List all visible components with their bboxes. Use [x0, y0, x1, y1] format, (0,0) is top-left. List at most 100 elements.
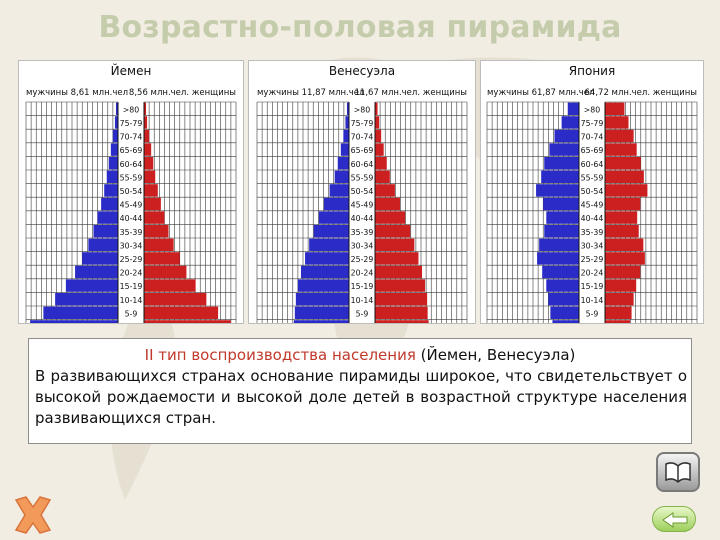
age-label: 65-69 [120, 146, 143, 155]
book-button[interactable] [656, 452, 700, 492]
male-bar [537, 252, 579, 265]
age-label: 60-64 [581, 160, 604, 169]
page-title: Возрастно-половая пирамида [98, 10, 622, 45]
female-bar [375, 279, 426, 292]
age-label: 10-14 [351, 296, 374, 305]
age-label: 25-29 [351, 255, 374, 264]
male-bar [552, 320, 579, 323]
male-bar [313, 225, 349, 238]
age-label: 75-79 [351, 119, 374, 128]
age-label: 5-9 [586, 309, 599, 318]
female-population-label: 8,56 млн.чел. женщины [129, 88, 236, 98]
age-label: 45-49 [351, 201, 374, 210]
age-label: 15-19 [351, 282, 374, 291]
male-bar [293, 320, 349, 323]
female-bar [144, 320, 231, 323]
heading-rest: (Йемен, Венесуэла) [415, 346, 576, 364]
male-bar [337, 157, 349, 170]
male-bar [549, 143, 579, 156]
male-bar [567, 102, 579, 115]
female-bar [605, 306, 632, 319]
male-bar [104, 184, 118, 197]
male-bar [97, 211, 118, 224]
male-bar [82, 252, 118, 265]
male-bar [542, 265, 579, 279]
male-bar [561, 116, 579, 129]
female-bar [144, 184, 158, 197]
male-bar [543, 197, 579, 211]
age-label: 75-79 [581, 119, 604, 128]
male-bar [88, 238, 118, 251]
male-bar [334, 170, 349, 183]
male-bar [536, 184, 579, 197]
age-label: 30-34 [581, 241, 604, 250]
female-bar [375, 197, 401, 211]
female-bar [144, 157, 154, 170]
female-bar [605, 116, 629, 129]
book-icon [665, 462, 691, 484]
female-population-label: 64,72 млн.чел. женщины [585, 88, 697, 98]
age-label: 10-14 [120, 296, 143, 305]
age-label: 60-64 [120, 160, 143, 169]
heading-highlight: II тип воспроизводства населения [144, 346, 416, 364]
age-label: 50-54 [581, 187, 604, 196]
male-bar [297, 279, 349, 292]
female-bar [375, 238, 415, 251]
age-label: 70-74 [351, 133, 374, 142]
female-bar [375, 102, 378, 115]
close-x-icon [14, 496, 52, 534]
age-label: 25-29 [581, 255, 604, 264]
female-bar [605, 238, 644, 251]
female-bar [605, 129, 634, 143]
male-bar [108, 157, 118, 170]
age-label: 45-49 [120, 201, 143, 210]
age-label: >80 [584, 105, 600, 114]
female-bar [605, 279, 637, 292]
female-bar [605, 184, 648, 197]
female-bar [375, 184, 395, 197]
male-bar [541, 170, 579, 183]
description-heading: II тип воспроизводства населения (Йемен,… [29, 345, 691, 366]
male-bar [544, 225, 579, 238]
male-bar [300, 265, 349, 279]
female-population-label: 11,67 млн.чел. женщины [355, 88, 467, 98]
female-bar [375, 225, 411, 238]
back-button[interactable] [652, 506, 696, 532]
age-label: 5-9 [125, 309, 138, 318]
male-bar [295, 293, 349, 306]
female-bar [605, 265, 641, 279]
male-bar [309, 238, 349, 251]
country-name: Венесуэла [329, 64, 395, 78]
description-box: II тип воспроизводства населения (Йемен,… [28, 338, 692, 444]
age-label: 35-39 [351, 228, 374, 237]
description-body: В развивающихся странах основание пирами… [35, 367, 687, 427]
male-bar [550, 306, 579, 319]
male-bar [106, 170, 118, 183]
age-label: 60-64 [351, 160, 374, 169]
age-label: 75-79 [120, 119, 143, 128]
age-label: 40-44 [351, 214, 374, 223]
female-bar [375, 157, 387, 170]
female-bar [375, 116, 380, 129]
male-bar [546, 279, 579, 292]
male-bar [554, 129, 579, 143]
close-button[interactable] [10, 494, 56, 536]
male-bar [323, 197, 349, 211]
male-bar [93, 225, 118, 238]
female-bar [144, 252, 180, 265]
male-bar [546, 211, 579, 224]
male-bar [30, 320, 118, 323]
male-bar [345, 116, 349, 129]
age-label: 40-44 [120, 214, 143, 223]
age-label: 40-44 [581, 214, 604, 223]
female-bar [144, 143, 152, 156]
age-label: 30-34 [120, 241, 143, 250]
female-bar [144, 293, 207, 306]
country-name: Йемен [111, 63, 152, 78]
male-bar [343, 129, 349, 143]
male-bar [110, 143, 118, 156]
age-label: 55-59 [581, 173, 604, 182]
female-bar [144, 116, 148, 129]
male-bar [112, 129, 118, 143]
